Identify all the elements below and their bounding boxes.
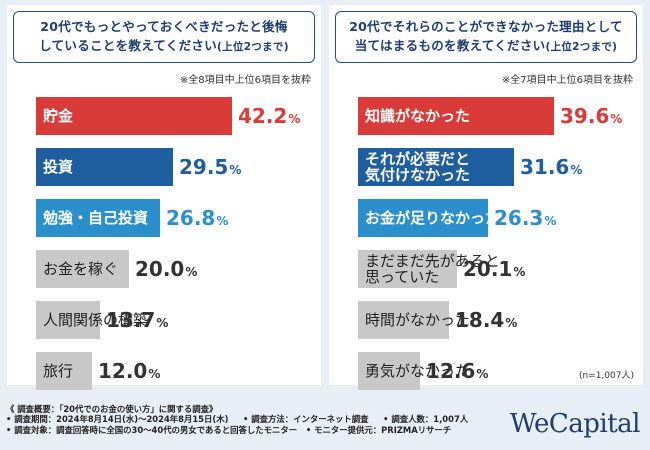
right-bar-value-5: 18.4%: [455, 308, 518, 332]
right-bar-label-1: 知識がなかった: [365, 107, 471, 125]
left-title-sub: (上位2つまで): [217, 41, 289, 53]
left-bar-value-5: 13.7%: [106, 308, 169, 332]
left-bar-1: 貯金: [36, 97, 232, 135]
right-bar-label-5: 時間がなかった: [365, 311, 471, 329]
left-bar-6: 旅行: [36, 352, 92, 390]
left-bar-label-4: お金を稼ぐ: [43, 260, 119, 278]
left-bar-4: お金を稼ぐ: [36, 250, 129, 288]
left-chart-title: 20代でもっとやっておくべきだったと後悔 していることを教えてください(上位2つ…: [14, 17, 314, 57]
right-title-line1: 20代でそれらのことができなかった理由として: [349, 19, 623, 34]
survey-footer: 《 調査概要：「20代でのお金の使い方」に関する調査》 • 調査期間：2024年…: [6, 404, 468, 435]
left-title-line1: 20代でもっとやっておくべきだったと後悔: [40, 19, 288, 34]
left-bar-label-3: 勉強・自己投資: [43, 209, 149, 227]
right-bar-value-3: 26.3%: [494, 206, 557, 230]
right-chart-title: 20代でそれらのことができなかった理由として 当てはまるものを教えてください(上…: [336, 17, 636, 57]
right-title-line2: 当てはまるものを教えてください: [354, 38, 546, 53]
right-bar-label-3: お金が足りなかった: [365, 209, 501, 227]
left-chart-panel: 20代でもっとやっておくべきだったと後悔 していることを教えてください(上位2つ…: [7, 5, 321, 390]
left-bar-label-1: 貯金: [43, 107, 74, 125]
right-note: ※全7項目中上位6項目を抜粋: [501, 75, 633, 86]
footer-target: • 調査対象：調査回答時に全国の30～40代の男女であると回答したモニター: [6, 424, 298, 435]
left-title-line2: していることを教えてください: [39, 38, 217, 53]
left-bar-value-4: 20.0%: [135, 257, 198, 281]
footer-provider: • モニター提供元：PRIZMAリサーチ: [305, 424, 452, 435]
left-bar-value-1: 42.2%: [238, 104, 301, 128]
left-bar-value-6: 12.0%: [98, 359, 161, 383]
left-chart-title-box: 20代でもっとやっておくべきだったと後悔 していることを教えてください(上位2つ…: [13, 11, 315, 63]
left-bar-2: 投資: [36, 148, 173, 186]
left-bar-5: 人間関係の構築: [36, 301, 148, 339]
footer-method: • 調査方法：インターネット調査: [243, 414, 369, 425]
left-note: ※全8項目中上位6項目を抜粋: [179, 75, 311, 86]
footer-period: • 調査期間：2024年8月14日(水)～2024年8月15日(木): [6, 414, 229, 425]
left-bar-label-6: 旅行: [43, 362, 74, 380]
right-title-sub: (上位2つまで): [545, 41, 618, 53]
right-bar-label-4: まだまだ先があると 思っていた: [365, 252, 500, 286]
footer-count: • 調査人数：1,007人: [383, 414, 469, 425]
left-bar-label-2: 投資: [43, 158, 74, 176]
right-bar-value-2: 31.6%: [520, 155, 583, 179]
right-chart-title-box: 20代でそれらのことができなかった理由として 当てはまるものを教えてください(上…: [335, 11, 637, 63]
right-bar-value-6: 12.6%: [426, 359, 489, 383]
right-chart-panel: 20代でそれらのことができなかった理由として 当てはまるものを教えてください(上…: [329, 5, 643, 390]
right-bar-1: 知識がなかった: [358, 97, 554, 135]
sample-size: (n=1,007人): [578, 371, 634, 381]
right-bar-3: お金が足りなかった: [358, 199, 500, 237]
footer-line1: 《 調査概要：「20代でのお金の使い方」に関する調査》: [6, 404, 218, 414]
left-bar-3: 勉強・自己投資: [36, 199, 160, 237]
right-bar-5: 時間がなかった: [358, 301, 470, 339]
wecapital-logo: WeCapital: [509, 409, 641, 439]
right-bar-value-4: 20.1%: [463, 257, 526, 281]
left-bar-value-3: 26.8%: [166, 206, 229, 230]
left-bar-label-5: 人間関係の構築: [43, 311, 149, 329]
right-bar-6: 勇気がなかった: [358, 352, 470, 390]
right-bar-label-6: 勇気がなかった: [365, 362, 471, 380]
right-bar-label-2: それが必要だと 気付けなかった: [365, 150, 471, 184]
left-bar-value-2: 29.5%: [179, 155, 242, 179]
right-bar-2: それが必要だと 気付けなかった: [358, 148, 514, 186]
right-bar-4: まだまだ先があると 思っていた: [358, 250, 500, 288]
right-bar-value-1: 39.6%: [560, 104, 623, 128]
